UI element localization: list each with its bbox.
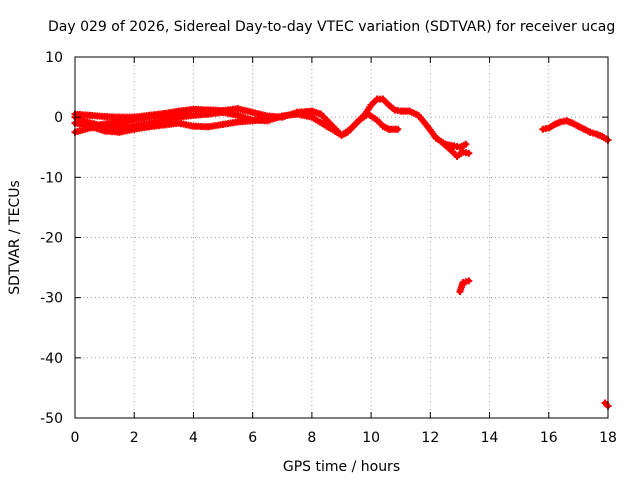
- data-point: [258, 115, 266, 123]
- data-point: [465, 277, 473, 285]
- x-tick-label: 10: [362, 430, 380, 446]
- x-tick-label: 6: [248, 430, 257, 446]
- data-series-sdtvar: [71, 95, 612, 410]
- data-segment: [71, 110, 192, 129]
- x-tick-label: 8: [307, 430, 316, 446]
- chart-title: Day 029 of 2026, Sidereal Day-to-day VTE…: [48, 19, 616, 35]
- y-tick-label: -10: [40, 170, 63, 186]
- x-tick-label: 12: [421, 430, 439, 446]
- x-tick-label: 0: [71, 430, 80, 446]
- x-tick-label: 18: [599, 430, 617, 446]
- y-tick-label: 0: [54, 110, 63, 126]
- data-point: [184, 110, 192, 118]
- data-segment: [601, 399, 612, 410]
- x-tick-label: 2: [130, 430, 139, 446]
- x-tick-label: 4: [189, 430, 198, 446]
- axis-ticks: 0 2 4 6 8 10 12 14 16 18 10 0 -10 -20 -30 -40 -50: [40, 50, 617, 446]
- y-tick-label: -30: [40, 291, 63, 307]
- plot-frame: [74, 56, 609, 419]
- data-segment: [71, 115, 266, 136]
- y-tick-label: -40: [40, 351, 63, 367]
- data-segment: [539, 117, 612, 144]
- y-tick-label: 10: [45, 50, 63, 66]
- data-segment: [456, 277, 473, 296]
- y-tick-label: -20: [40, 231, 63, 247]
- x-tick-label: 14: [481, 430, 499, 446]
- data-point: [394, 125, 402, 133]
- grid-lines: [75, 57, 608, 418]
- data-segment: [438, 138, 473, 160]
- data-point: [462, 140, 470, 148]
- data-point: [465, 149, 473, 157]
- y-tick-label: -50: [40, 411, 63, 427]
- x-tick-label: 16: [540, 430, 558, 446]
- y-axis-label: SDTVAR / TECUs: [7, 180, 23, 295]
- x-axis-label: GPS time / hours: [283, 459, 400, 475]
